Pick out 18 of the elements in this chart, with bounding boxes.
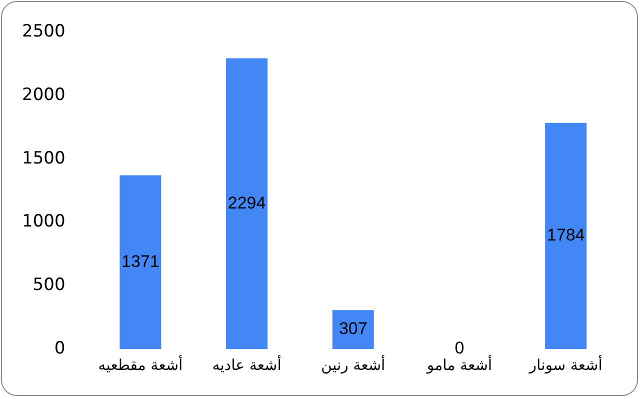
data-label: 2294: [228, 193, 266, 212]
y-tick-label: 1000: [22, 212, 66, 232]
y-tick-label: 500: [32, 275, 66, 296]
x-tick-label: أشعة مقطعيه: [98, 354, 183, 374]
y-tick-label: 2000: [22, 84, 66, 105]
bar: [120, 175, 162, 349]
bar: [545, 122, 587, 349]
data-label: 1784: [546, 226, 585, 245]
bar: [332, 310, 374, 349]
y-tick-label: 1500: [22, 148, 66, 168]
x-tick-label: أشعة سونار: [528, 354, 602, 374]
data-label: 1371: [122, 252, 160, 271]
y-tick-label: 2500: [22, 22, 66, 42]
x-tick-label: أشعة عاديه: [212, 354, 282, 374]
bar: [226, 58, 268, 349]
x-tick-label: أشعة رنين: [321, 354, 386, 374]
y-tick-label: 0: [54, 338, 66, 358]
data-label: 307: [338, 319, 368, 338]
